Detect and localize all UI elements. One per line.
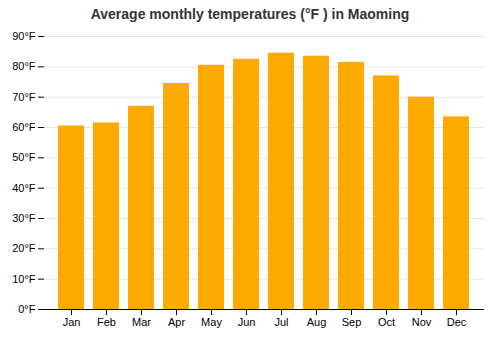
- svg-text:Jun: Jun: [238, 316, 256, 328]
- svg-text:40°F: 40°F: [12, 182, 36, 194]
- svg-text:May: May: [201, 316, 222, 328]
- svg-text:10°F: 10°F: [12, 273, 36, 285]
- svg-text:Oct: Oct: [378, 316, 395, 328]
- svg-text:50°F: 50°F: [12, 151, 36, 163]
- svg-text:Nov: Nov: [412, 316, 432, 328]
- svg-text:70°F: 70°F: [12, 91, 36, 103]
- svg-text:Mar: Mar: [132, 316, 151, 328]
- svg-text:Jul: Jul: [274, 316, 288, 328]
- svg-text:Sep: Sep: [342, 316, 362, 328]
- svg-text:0°F: 0°F: [18, 303, 36, 315]
- html-text:Average monthly temperatures (: Average monthly temperatures (°F ) in Ma…: [90, 6, 410, 22]
- svg-text:Aug: Aug: [307, 316, 327, 328]
- svg-text:30°F: 30°F: [12, 212, 36, 224]
- svg-text:90°F: 90°F: [12, 30, 36, 42]
- svg-text:60°F: 60°F: [12, 121, 36, 133]
- svg-text:Feb: Feb: [97, 316, 116, 328]
- svg-text:Apr: Apr: [168, 316, 185, 328]
- svg-text:Dec: Dec: [447, 316, 467, 328]
- svg-text:80°F: 80°F: [12, 60, 36, 72]
- svg-text:20°F: 20°F: [12, 242, 36, 254]
- svg-text:Jan: Jan: [63, 316, 81, 328]
